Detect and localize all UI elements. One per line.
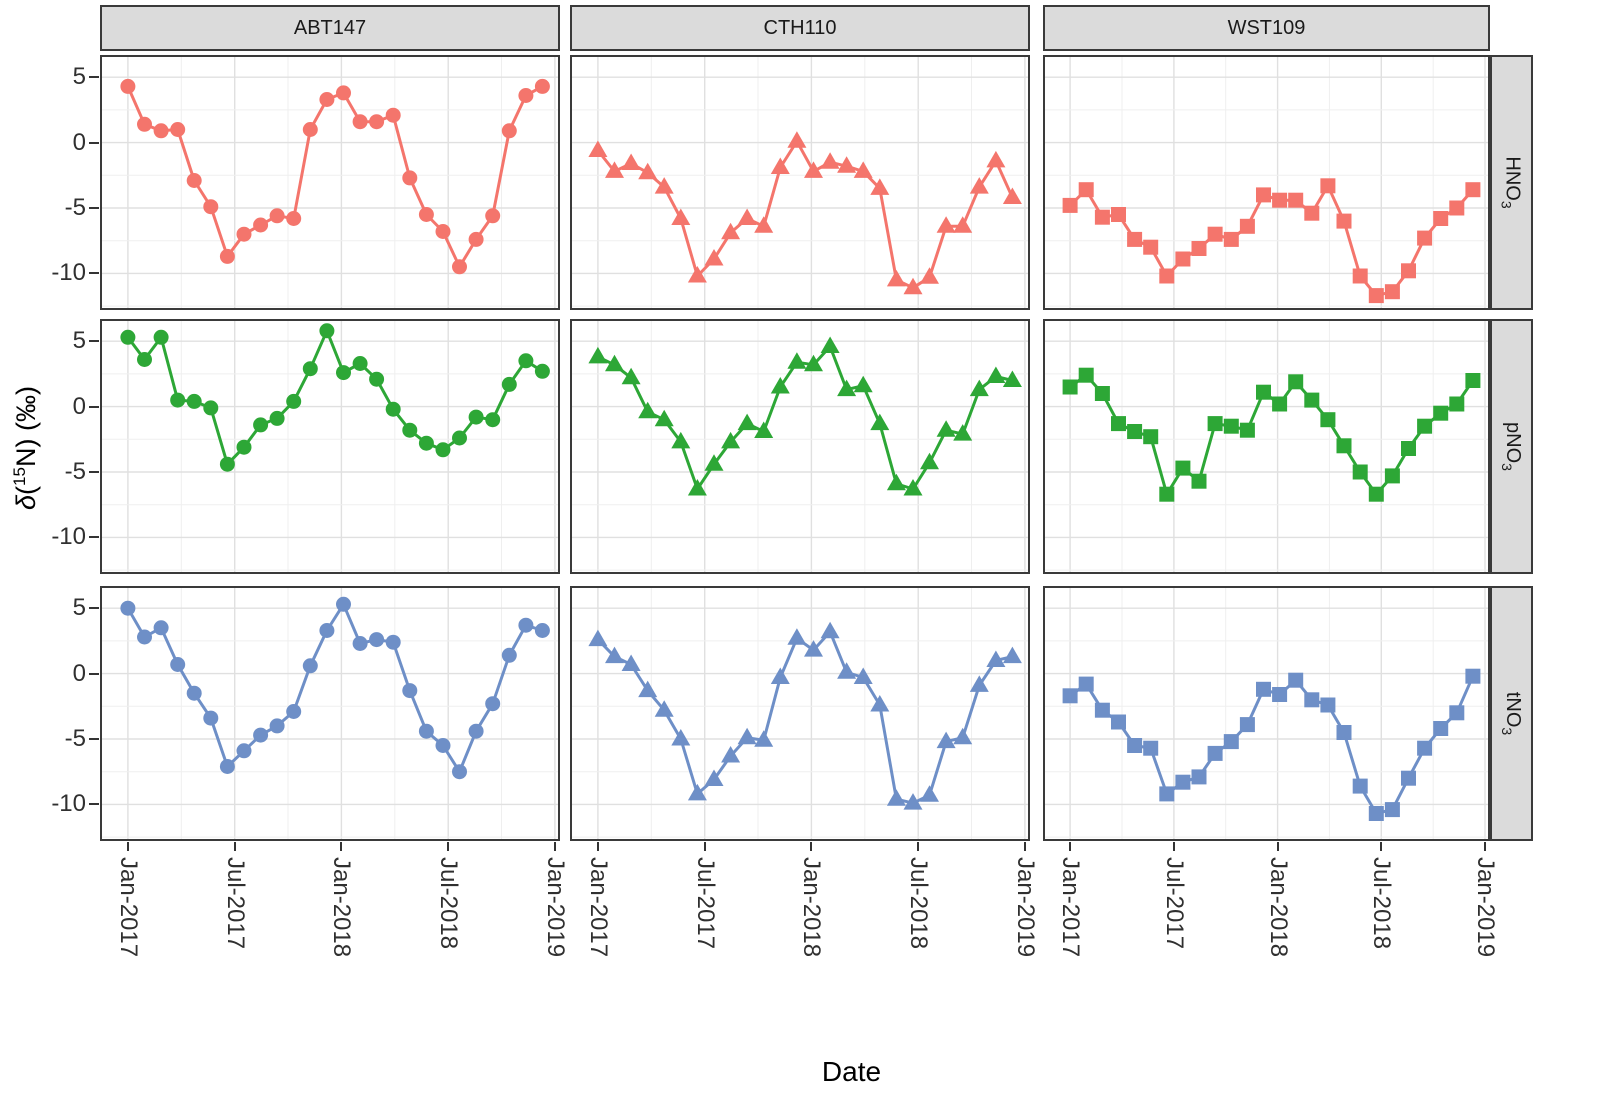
facet-row-strip-hno3: HNO3 bbox=[1490, 55, 1533, 310]
x-tick-label: Jul-2018 bbox=[435, 857, 462, 950]
y-tick-label: 5 bbox=[72, 327, 86, 354]
facet-row-strip-pno3: pNO3 bbox=[1490, 319, 1533, 574]
y-tick-mark bbox=[89, 207, 99, 209]
x-tick-mark bbox=[447, 842, 449, 851]
x-tick-mark bbox=[1484, 842, 1486, 851]
panel-plot-CTH110-HNO3 bbox=[570, 55, 1030, 310]
y-tick-label: 5 bbox=[72, 594, 86, 621]
facet-column-strip-abt147: ABT147 bbox=[100, 5, 560, 51]
x-tick-label: Jul-2018 bbox=[905, 857, 932, 950]
panel-plot-CTH110-tNO3 bbox=[570, 586, 1030, 841]
x-tick-label: Jul-2018 bbox=[1368, 857, 1395, 950]
y-tick-label: -10 bbox=[51, 790, 86, 817]
y-tick-mark bbox=[89, 536, 99, 538]
x-tick-mark bbox=[704, 842, 706, 851]
y-tick-mark bbox=[89, 76, 99, 78]
panel-plot-ABT147-tNO3 bbox=[100, 586, 560, 841]
y-tick-label: 0 bbox=[72, 393, 86, 420]
y-tick-mark bbox=[89, 738, 99, 740]
facet-column-label: ABT147 bbox=[293, 16, 367, 39]
x-tick-mark bbox=[810, 842, 812, 851]
facet-column-strip-cth110: CTH110 bbox=[570, 5, 1030, 51]
x-tick-mark bbox=[917, 842, 919, 851]
y-tick-label: -5 bbox=[64, 725, 86, 752]
x-tick-label: Jan-2019 bbox=[1012, 857, 1039, 958]
x-tick-mark bbox=[554, 842, 556, 851]
x-tick-mark bbox=[1024, 842, 1026, 851]
panel-plot-WST109-pNO3 bbox=[1043, 319, 1490, 574]
y-tick-mark bbox=[89, 272, 99, 274]
facet-row-strip-tno3: tNO3 bbox=[1490, 586, 1533, 841]
panel-WST109-pNO3 bbox=[1043, 319, 1490, 574]
y-tick-mark bbox=[89, 142, 99, 144]
panel-ABT147-HNO3 bbox=[100, 55, 560, 310]
x-tick-label: Jan-2019 bbox=[1472, 857, 1499, 958]
panel-plot-WST109-HNO3 bbox=[1043, 55, 1490, 310]
panel-WST109-tNO3 bbox=[1043, 586, 1490, 841]
x-tick-label: Jul-2017 bbox=[1161, 857, 1188, 950]
facet-column-label: CTH110 bbox=[763, 16, 837, 39]
y-tick-label: -5 bbox=[64, 458, 86, 485]
y-tick-mark bbox=[89, 673, 99, 675]
x-tick-label: Jan-2017 bbox=[585, 857, 612, 958]
y-tick-label: 0 bbox=[72, 129, 86, 156]
panel-plot-ABT147-HNO3 bbox=[100, 55, 560, 310]
y-tick-label: -10 bbox=[51, 523, 86, 550]
panel-WST109-HNO3 bbox=[1043, 55, 1490, 310]
facet-row-label: HNO3 bbox=[1499, 156, 1524, 209]
panel-plot-ABT147-pNO3 bbox=[100, 319, 560, 574]
x-tick-label: Jan-2018 bbox=[1265, 857, 1292, 958]
x-tick-mark bbox=[340, 842, 342, 851]
panel-CTH110-HNO3 bbox=[570, 55, 1030, 310]
x-tick-label: Jan-2017 bbox=[115, 857, 142, 958]
y-tick-mark bbox=[89, 607, 99, 609]
x-tick-mark bbox=[234, 842, 236, 851]
x-tick-mark bbox=[1380, 842, 1382, 851]
facet-row-label: pNO3 bbox=[1499, 422, 1525, 471]
y-axis-title: δ(15N) (‰) bbox=[10, 386, 42, 510]
x-tick-label: Jan-2019 bbox=[542, 857, 569, 958]
x-tick-label: Jan-2018 bbox=[328, 857, 355, 958]
panel-plot-WST109-tNO3 bbox=[1043, 586, 1490, 841]
x-tick-label: Jul-2017 bbox=[692, 857, 719, 950]
panel-ABT147-tNO3 bbox=[100, 586, 560, 841]
y-tick-label: 5 bbox=[72, 63, 86, 90]
facet-column-strip-wst109: WST109 bbox=[1043, 5, 1490, 51]
x-tick-mark bbox=[1173, 842, 1175, 851]
x-tick-mark bbox=[1069, 842, 1071, 851]
x-tick-mark bbox=[127, 842, 129, 851]
y-tick-mark bbox=[89, 471, 99, 473]
panel-CTH110-tNO3 bbox=[570, 586, 1030, 841]
panel-plot-CTH110-pNO3 bbox=[570, 319, 1030, 574]
y-tick-label: -5 bbox=[64, 194, 86, 221]
y-tick-mark bbox=[89, 340, 99, 342]
facet-row-label: tNO3 bbox=[1499, 691, 1525, 736]
x-tick-mark bbox=[1277, 842, 1279, 851]
panel-ABT147-pNO3 bbox=[100, 319, 560, 574]
panel-CTH110-pNO3 bbox=[570, 319, 1030, 574]
y-tick-label: 0 bbox=[72, 660, 86, 687]
facet-column-label: WST109 bbox=[1227, 16, 1306, 39]
y-tick-mark bbox=[89, 803, 99, 805]
x-tick-mark bbox=[597, 842, 599, 851]
x-tick-label: Jan-2017 bbox=[1057, 857, 1084, 958]
x-tick-label: Jan-2018 bbox=[798, 857, 825, 958]
y-tick-label: -10 bbox=[51, 259, 86, 286]
x-axis-title: Date bbox=[821, 1056, 882, 1087]
x-tick-label: Jul-2017 bbox=[222, 857, 249, 950]
y-tick-mark bbox=[89, 406, 99, 408]
